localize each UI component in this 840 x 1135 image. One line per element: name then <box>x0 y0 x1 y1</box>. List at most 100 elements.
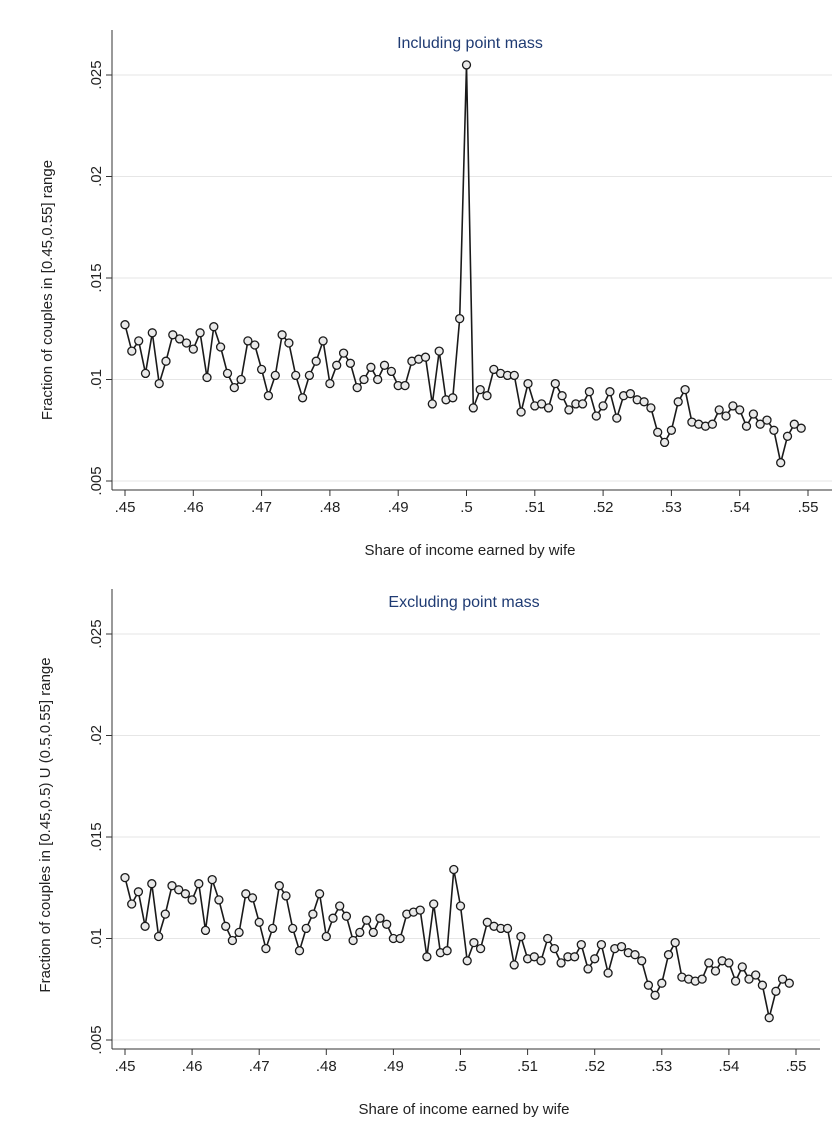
data-point <box>764 1013 774 1023</box>
data-point <box>427 399 437 409</box>
data-point <box>737 962 747 972</box>
data-point <box>386 366 397 377</box>
data-point <box>442 946 452 956</box>
data-point <box>120 872 130 883</box>
data-point <box>429 899 439 909</box>
x-tick-label: .45 <box>115 499 136 516</box>
x-axis-title: Share of income earned by wife <box>365 542 576 559</box>
data-point <box>236 374 246 385</box>
data-point <box>247 893 258 903</box>
data-point <box>373 374 383 385</box>
data-point <box>462 956 472 966</box>
data-point <box>657 978 667 988</box>
data-point <box>227 935 238 946</box>
chart-including-point-mass: Including point mass Share of income ear… <box>0 0 840 560</box>
series-line <box>124 868 790 1019</box>
data-point <box>782 431 793 441</box>
x-tick-label: .54 <box>729 499 750 516</box>
data-point <box>509 370 519 381</box>
data-point <box>422 952 432 962</box>
data-point <box>267 923 278 934</box>
data-point <box>194 879 204 889</box>
data-point <box>616 941 627 952</box>
data-point <box>724 958 734 968</box>
data-point <box>174 334 185 344</box>
data-point <box>680 384 690 395</box>
data-point <box>202 372 212 383</box>
data-point <box>468 403 478 413</box>
data-point <box>188 344 198 354</box>
data-point <box>221 921 231 931</box>
data-point <box>222 368 233 379</box>
data-point <box>274 881 284 891</box>
x-tick-label: .53 <box>661 499 682 516</box>
data-point <box>254 917 264 927</box>
data-point <box>666 425 677 435</box>
data-point <box>590 954 600 964</box>
data-point <box>730 976 741 986</box>
data-point <box>321 931 331 942</box>
chart-excluding-point-mass: Excluding point mass Share of income ear… <box>0 567 840 1135</box>
x-tick-label: .5 <box>460 499 473 516</box>
y-tick-label: .005 <box>88 466 105 495</box>
x-tick-label: .52 <box>593 499 614 516</box>
data-point <box>181 338 192 348</box>
data-point <box>659 437 670 448</box>
data-point <box>256 364 267 375</box>
y-tick-label: .02 <box>88 725 105 746</box>
data-point <box>277 330 287 340</box>
data-point <box>643 980 654 990</box>
data-point <box>420 352 431 362</box>
data-point <box>304 370 315 381</box>
data-point <box>261 943 271 954</box>
data-point <box>564 405 574 415</box>
data-point <box>147 879 157 889</box>
x-tick-label: .53 <box>651 1058 672 1075</box>
data-point <box>670 937 680 948</box>
series-line <box>124 64 802 464</box>
data-point <box>361 915 372 925</box>
data-point <box>543 933 553 944</box>
data-point <box>229 382 239 393</box>
data-point <box>341 911 352 921</box>
data-point <box>550 378 560 389</box>
x-tick-label: .48 <box>319 499 340 516</box>
data-point <box>355 927 365 938</box>
data-point <box>543 403 554 413</box>
data-point <box>400 380 410 391</box>
plot-area: .005 .01 .015 .02 .025 .45 .46 .47 .48 .49 .5 .51 .5… <box>88 589 820 1075</box>
data-point <box>796 423 806 433</box>
data-point <box>577 399 588 409</box>
data-point <box>704 958 714 968</box>
data-point <box>455 901 466 911</box>
data-point <box>549 943 560 954</box>
data-point <box>776 458 786 468</box>
data-point <box>748 409 759 419</box>
data-point <box>366 362 376 372</box>
data-point <box>605 387 615 397</box>
data-point <box>637 956 647 966</box>
data-point <box>751 970 761 980</box>
x-tick-label: .55 <box>798 499 819 516</box>
y-tick-label: .025 <box>88 60 105 89</box>
data-point <box>270 370 280 381</box>
data-point <box>639 397 649 407</box>
data-point <box>576 939 586 950</box>
data-point <box>187 895 197 905</box>
data-point <box>195 328 205 338</box>
data-point <box>160 909 170 919</box>
x-tick-label: .5 <box>454 1058 467 1075</box>
x-tick-label: .48 <box>316 1058 337 1075</box>
data-point <box>328 913 338 923</box>
data-point <box>710 966 721 976</box>
x-axis-title: Share of income earned by wife <box>359 1101 570 1118</box>
chart-title: Excluding point mass <box>388 594 539 611</box>
data-point <box>757 980 768 990</box>
data-point <box>529 952 539 962</box>
data-point <box>332 360 342 370</box>
data-point <box>556 958 566 968</box>
data-point <box>569 952 580 962</box>
data-point <box>288 923 298 934</box>
data-point <box>134 336 144 346</box>
data-point <box>516 407 526 417</box>
